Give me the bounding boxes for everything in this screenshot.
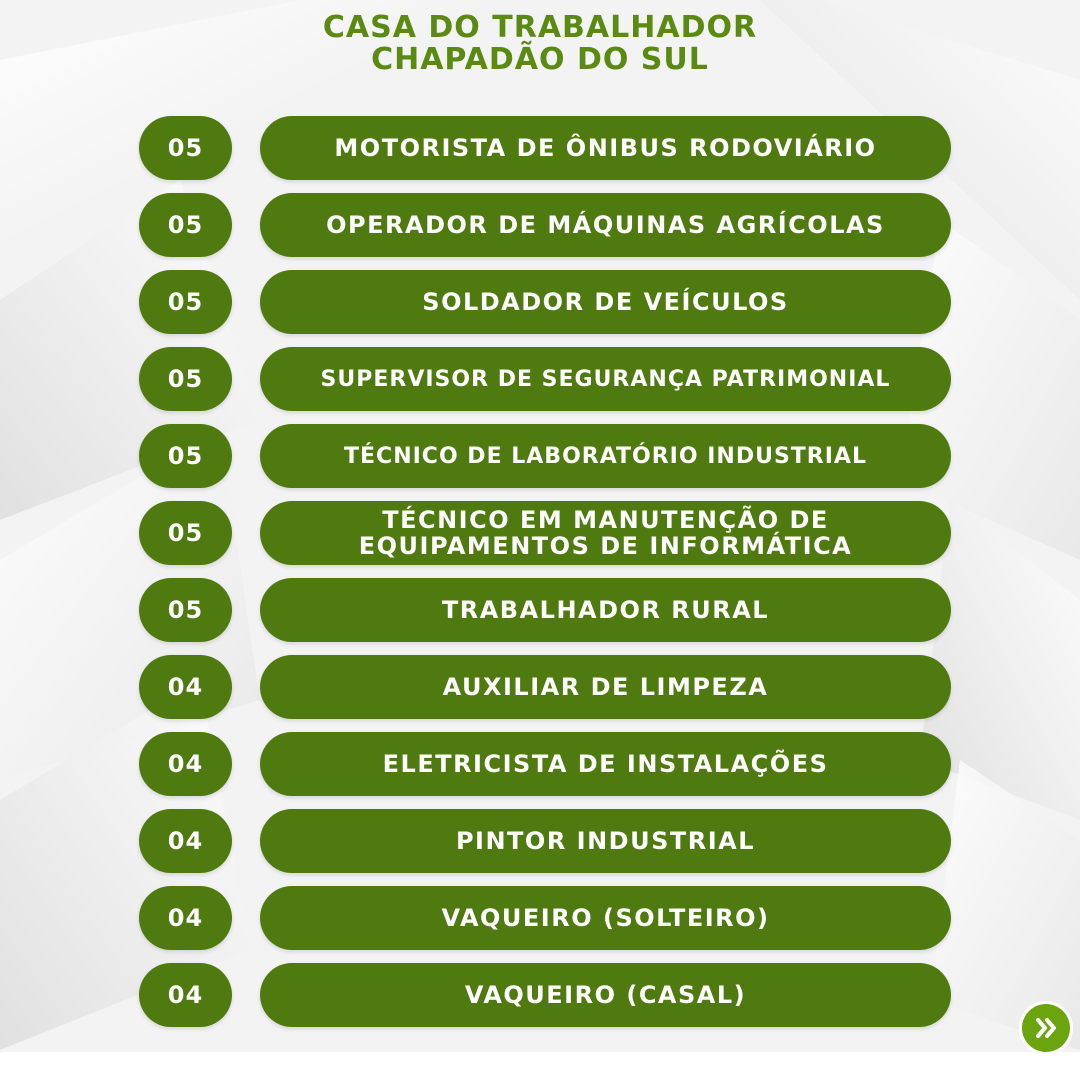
job-title: AUXILIAR DE LIMPEZA [260,655,951,719]
job-title: MOTORISTA DE ÔNIBUS RODOVIÁRIO [260,116,951,180]
vacancy-count: 05 [139,116,232,180]
vacancy-count: 05 [139,578,232,642]
job-row: 05 TÉCNICO EM MANUTENÇÃO DE EQUIPAMENTOS… [0,501,1080,565]
vacancy-count: 05 [139,501,232,565]
next-button[interactable] [1022,1004,1070,1052]
job-title: OPERADOR DE MÁQUINAS AGRÍCOLAS [260,193,951,257]
vacancy-count: 04 [139,963,232,1027]
job-row: 05 TÉCNICO DE LABORATÓRIO INDUSTRIAL [0,424,1080,488]
job-row: 04 PINTOR INDUSTRIAL [0,809,1080,873]
job-title: ELETRICISTA DE INSTALAÇÕES [260,732,951,796]
job-title: VAQUEIRO (SOLTEIRO) [260,886,951,950]
job-row: 05 SUPERVISOR DE SEGURANÇA PATRIMONIAL [0,347,1080,411]
double-chevron-right-icon [1036,1018,1056,1038]
job-row: 04 ELETRICISTA DE INSTALAÇÕES [0,732,1080,796]
vacancy-count: 04 [139,655,232,719]
vacancy-count: 04 [139,732,232,796]
job-row: 04 VAQUEIRO (CASAL) [0,963,1080,1027]
job-row: 05 TRABALHADOR RURAL [0,578,1080,642]
job-row: 04 AUXILIAR DE LIMPEZA [0,655,1080,719]
page-title: CASA DO TRABALHADOR CHAPADÃO DO SUL [0,12,1080,76]
job-title: SOLDADOR DE VEÍCULOS [260,270,951,334]
job-row: 04 VAQUEIRO (SOLTEIRO) [0,886,1080,950]
vacancy-count: 05 [139,270,232,334]
job-title: SUPERVISOR DE SEGURANÇA PATRIMONIAL [260,347,951,411]
job-title-line-1: TÉCNICO EM MANUTENÇÃO DE [382,506,829,534]
job-row: 05 OPERADOR DE MÁQUINAS AGRÍCOLAS [0,193,1080,257]
job-title-line-2: EQUIPAMENTOS DE INFORMÁTICA [358,532,853,560]
job-title: TRABALHADOR RURAL [260,578,951,642]
vacancy-count: 04 [139,886,232,950]
bottom-band [0,1052,1080,1069]
job-title: TÉCNICO DE LABORATÓRIO INDUSTRIAL [260,424,951,488]
vacancy-count: 05 [139,347,232,411]
title-line-2: CHAPADÃO DO SUL [371,42,709,77]
job-row: 05 MOTORISTA DE ÔNIBUS RODOVIÁRIO [0,116,1080,180]
vacancy-count: 04 [139,809,232,873]
job-title: VAQUEIRO (CASAL) [260,963,951,1027]
vacancy-count: 05 [139,424,232,488]
vacancy-count: 05 [139,193,232,257]
job-title: PINTOR INDUSTRIAL [260,809,951,873]
job-title: TÉCNICO EM MANUTENÇÃO DE EQUIPAMENTOS DE… [260,501,951,565]
job-row: 05 SOLDADOR DE VEÍCULOS [0,270,1080,334]
title-line-1: CASA DO TRABALHADOR [322,10,758,45]
